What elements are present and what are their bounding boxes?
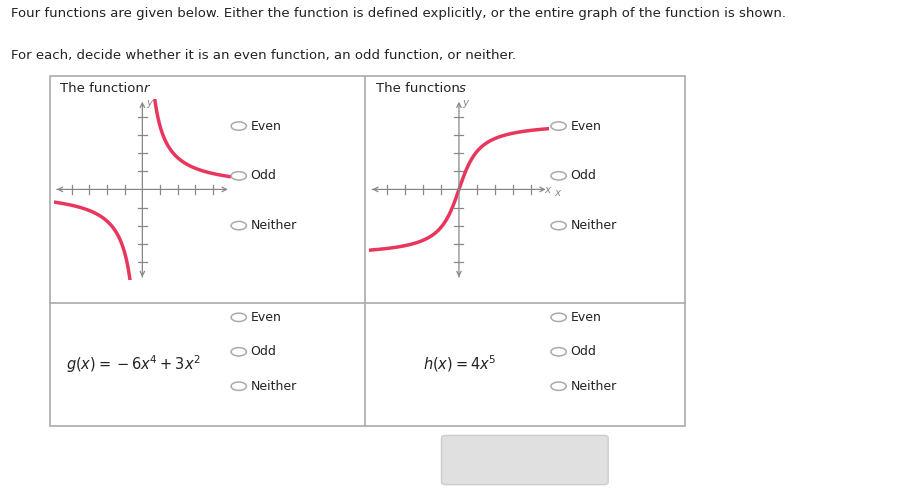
Text: ?: ? xyxy=(571,451,579,469)
Text: $g\left(x\right) = -6x^4 + 3x^2$: $g\left(x\right) = -6x^4 + 3x^2$ xyxy=(66,353,201,375)
Text: The function: The function xyxy=(60,82,149,95)
Text: For each, decide whether it is an even function, an odd function, or neither.: For each, decide whether it is an even f… xyxy=(11,49,516,62)
Text: Neither: Neither xyxy=(250,380,296,393)
Text: Four functions are given below. Either the function is defined explicitly, or th: Four functions are given below. Either t… xyxy=(11,7,786,20)
Text: Even: Even xyxy=(570,311,601,324)
Text: ×: × xyxy=(468,451,481,469)
Text: y: y xyxy=(462,98,469,108)
Text: Even: Even xyxy=(250,120,281,132)
Text: Odd: Odd xyxy=(570,169,596,183)
Text: Neither: Neither xyxy=(570,219,616,232)
Text: r: r xyxy=(143,82,149,95)
Text: x: x xyxy=(554,188,560,198)
Text: The function: The function xyxy=(376,82,464,95)
Text: s: s xyxy=(459,82,466,95)
Text: $h\left(x\right) = 4x^5$: $h\left(x\right) = 4x^5$ xyxy=(423,354,497,374)
Text: Neither: Neither xyxy=(250,219,296,232)
Text: Odd: Odd xyxy=(570,345,596,358)
Text: Neither: Neither xyxy=(570,380,616,393)
Text: x: x xyxy=(544,185,551,195)
Text: y: y xyxy=(146,98,152,108)
Text: Even: Even xyxy=(570,120,601,132)
Text: ↺: ↺ xyxy=(518,451,532,469)
Text: Odd: Odd xyxy=(250,345,277,358)
Text: Odd: Odd xyxy=(250,169,277,183)
Text: Even: Even xyxy=(250,311,281,324)
